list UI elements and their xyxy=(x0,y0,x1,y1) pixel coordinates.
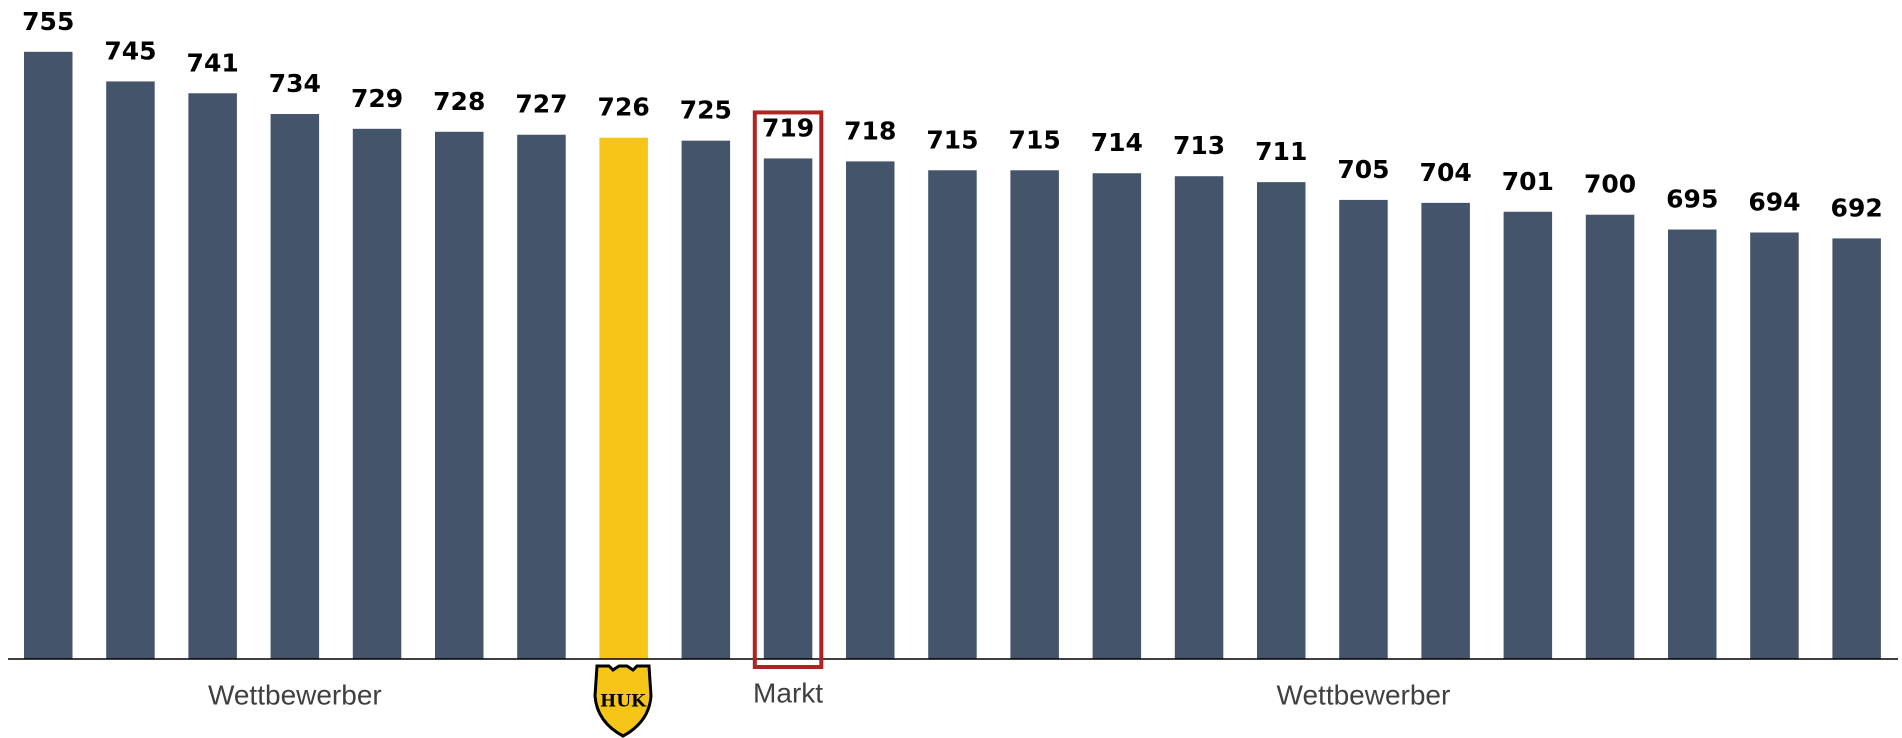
category-label: Markt xyxy=(753,677,823,708)
bar xyxy=(1503,211,1553,659)
bar xyxy=(763,158,813,659)
bar xyxy=(1668,229,1717,659)
bar xyxy=(1174,176,1224,659)
bar xyxy=(1010,170,1059,660)
bar xyxy=(1585,214,1635,659)
value-label: 718 xyxy=(844,116,896,145)
bar xyxy=(188,93,237,660)
value-label: 695 xyxy=(1666,185,1718,214)
bar xyxy=(681,140,731,659)
bar xyxy=(928,170,977,660)
bar xyxy=(1339,199,1388,659)
bar xyxy=(352,128,402,660)
value-label: 741 xyxy=(187,48,239,77)
bar xyxy=(1750,232,1799,659)
bar xyxy=(599,137,648,659)
value-label: 694 xyxy=(1748,187,1800,216)
value-label: 713 xyxy=(1173,131,1225,160)
value-label: 704 xyxy=(1420,158,1472,187)
bar xyxy=(435,131,484,659)
bar xyxy=(1832,238,1881,659)
value-label: 719 xyxy=(762,113,814,142)
value-label: 701 xyxy=(1502,167,1554,196)
value-label: 734 xyxy=(269,69,321,98)
group-label: Wettbewerber xyxy=(1277,679,1451,710)
value-label: 726 xyxy=(598,93,650,122)
bar xyxy=(270,114,320,659)
logo-shield xyxy=(593,664,653,738)
value-label: 728 xyxy=(433,87,485,116)
bar xyxy=(1421,202,1470,659)
highlight-box xyxy=(752,110,824,669)
huk-logo: HUK xyxy=(593,664,653,738)
bar xyxy=(1092,173,1142,659)
value-label: 711 xyxy=(1255,137,1307,166)
value-label: 692 xyxy=(1831,193,1883,222)
bar xyxy=(24,51,73,660)
value-label: 700 xyxy=(1584,170,1636,199)
value-label: 714 xyxy=(1091,128,1143,157)
bar xyxy=(846,161,895,659)
group-label: Wettbewerber xyxy=(208,679,382,710)
value-label: 705 xyxy=(1337,155,1389,184)
logo-text: HUK xyxy=(600,692,647,712)
bar xyxy=(517,134,566,659)
value-label: 715 xyxy=(926,125,978,154)
value-label: 727 xyxy=(515,90,567,119)
value-label: 755 xyxy=(22,7,74,36)
value-label: 745 xyxy=(104,36,156,65)
bar xyxy=(106,81,155,659)
value-label: 725 xyxy=(680,96,732,125)
value-label: 729 xyxy=(351,84,403,113)
value-label: 715 xyxy=(1009,125,1061,154)
bar xyxy=(1257,182,1306,659)
